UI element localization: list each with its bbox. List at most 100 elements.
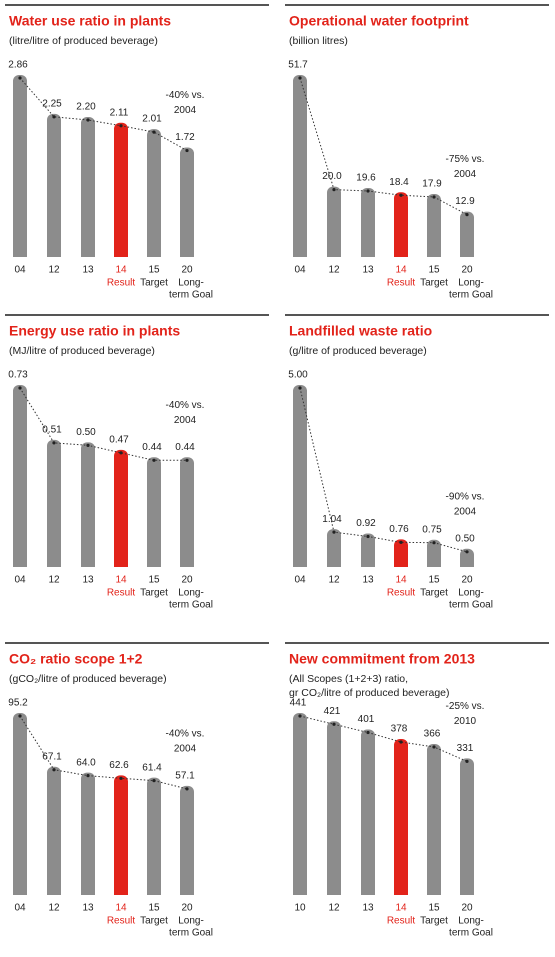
category-note: Target [140,278,168,289]
annotation: 2004 [454,169,477,180]
annotation: -25% vs. [446,701,485,712]
annotation: -40% vs. [166,728,205,739]
value-label: 2.86 [8,60,28,71]
category-label: 13 [362,903,374,914]
bar-base [180,791,194,895]
chart-panel: Energy use ratio in plants (MJ/litre of p… [5,314,269,611]
category-note: Target [140,588,168,599]
bar-base [460,764,474,895]
trend-dot [185,787,189,791]
category-note: term Goal [169,290,213,301]
chart-subtitle: (g/litre of produced beverage) [289,345,427,357]
trend-dot [399,540,403,544]
value-label: 64.0 [76,757,96,768]
category-note: Result [387,916,416,927]
trend-dot [465,212,469,217]
category-label: 20 [461,265,473,276]
trend-dot [119,451,123,455]
value-label: 0.73 [8,370,28,381]
category-label: 20 [461,575,473,586]
trend-dot [432,195,436,199]
value-label: 5.00 [288,370,308,381]
bar-base [81,123,95,257]
trend-dot [152,779,156,783]
annotation: -90% vs. [446,491,485,502]
chart-subtitle: (gCO₂/litre of produced beverage) [9,673,167,685]
annotation: 2004 [174,105,197,116]
category-note: Long- [178,588,204,599]
bar-base [47,119,61,258]
trend-dot [86,118,90,122]
category-note: Result [387,588,416,599]
category-note: Result [107,588,136,599]
value-label: 19.6 [356,173,376,184]
annotation: 2010 [454,716,477,727]
category-note: Target [420,588,448,599]
bar-base [460,217,474,257]
chart-subtitle: (litre/litre of produced beverage) [9,35,158,47]
value-label: 0.51 [42,424,62,435]
chart-subtitle: (All Scopes (1+2+3) ratio, [289,673,408,685]
trend-line [299,387,468,553]
bar-base [394,545,408,567]
value-label: 2.01 [142,114,162,125]
category-label: 12 [328,265,340,276]
bar-base [293,81,307,257]
trend-line [299,77,468,216]
category-label: 13 [82,265,94,276]
bar-base [327,727,341,895]
category-label: 13 [362,575,374,586]
trend-dot [152,458,156,462]
value-label: 441 [290,698,307,709]
bar-base [13,391,27,567]
trend-dot [465,550,469,554]
value-label: 0.92 [356,518,376,529]
category-label: 15 [148,265,160,276]
bar-base [81,778,95,895]
trend-dot [332,187,336,192]
value-label: 401 [358,714,375,725]
chart-panel: CO₂ ratio scope 1+2 (gCO₂/litre of produc… [5,642,269,939]
value-label: 331 [457,743,474,754]
trend-line [19,387,187,461]
value-label: 0.50 [455,533,475,544]
bar-base [394,198,408,257]
value-label: 17.9 [422,179,442,190]
value-label: 366 [424,729,441,740]
category-note: Long- [458,278,484,289]
chart-title: Operational water footprint [289,13,469,29]
value-label: 421 [324,706,341,717]
trend-dot [366,189,370,193]
trend-dot [366,534,370,539]
bar-base [361,539,375,567]
trend-line [299,715,468,762]
chart-title: Water use ratio in plants [9,13,171,29]
category-note: Long- [458,916,484,927]
chart-title: New commitment from 2013 [289,651,475,667]
category-label: 12 [48,903,60,914]
category-note: Long- [178,916,204,927]
bar-base [293,391,307,567]
category-note: term Goal [449,290,493,301]
value-label: 1.04 [322,514,342,525]
category-note: Long- [458,588,484,599]
trend-dot [399,740,403,744]
value-label: 0.75 [422,524,442,535]
chart-subtitle: gr CO₂/litre of produced beverage) [289,687,450,699]
value-label: 2.11 [110,107,129,118]
value-label: 12.9 [455,196,475,207]
category-label: 20 [181,903,193,914]
value-label: 18.4 [389,177,409,188]
category-note: term Goal [449,928,493,939]
trend-dot [52,115,56,119]
trend-dot [332,530,336,534]
bar-base [427,199,441,257]
annotation: -40% vs. [166,90,205,101]
category-label: 12 [328,903,340,914]
category-label: 13 [82,903,94,914]
category-note: Result [107,916,136,927]
value-label: 1.72 [175,132,195,143]
bar-base [147,135,161,257]
category-label: 15 [428,903,440,914]
value-label: 67.1 [42,751,62,762]
